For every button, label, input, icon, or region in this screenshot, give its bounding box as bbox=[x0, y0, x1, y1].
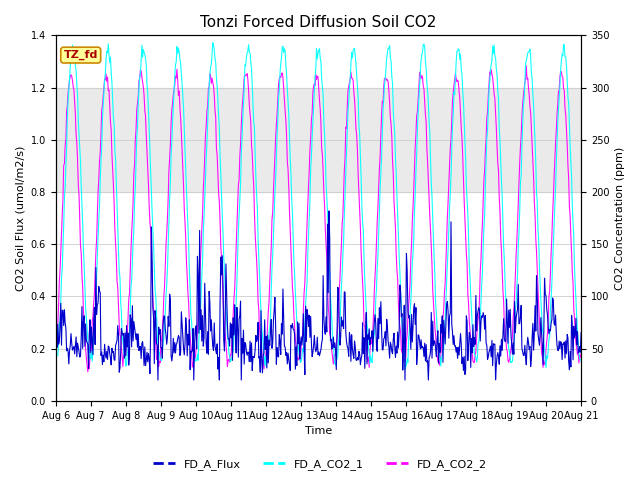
Text: TZ_fd: TZ_fd bbox=[63, 50, 98, 60]
Bar bbox=[56, 87, 581, 192]
Y-axis label: CO2 Soil Flux (umol/m2/s): CO2 Soil Flux (umol/m2/s) bbox=[15, 145, 25, 291]
Legend: FD_A_Flux, FD_A_CO2_1, FD_A_CO2_2: FD_A_Flux, FD_A_CO2_1, FD_A_CO2_2 bbox=[148, 455, 492, 474]
X-axis label: Time: Time bbox=[305, 426, 332, 436]
Y-axis label: CO2 Concentration (ppm): CO2 Concentration (ppm) bbox=[615, 146, 625, 290]
Title: Tonzi Forced Diffusion Soil CO2: Tonzi Forced Diffusion Soil CO2 bbox=[200, 15, 436, 30]
